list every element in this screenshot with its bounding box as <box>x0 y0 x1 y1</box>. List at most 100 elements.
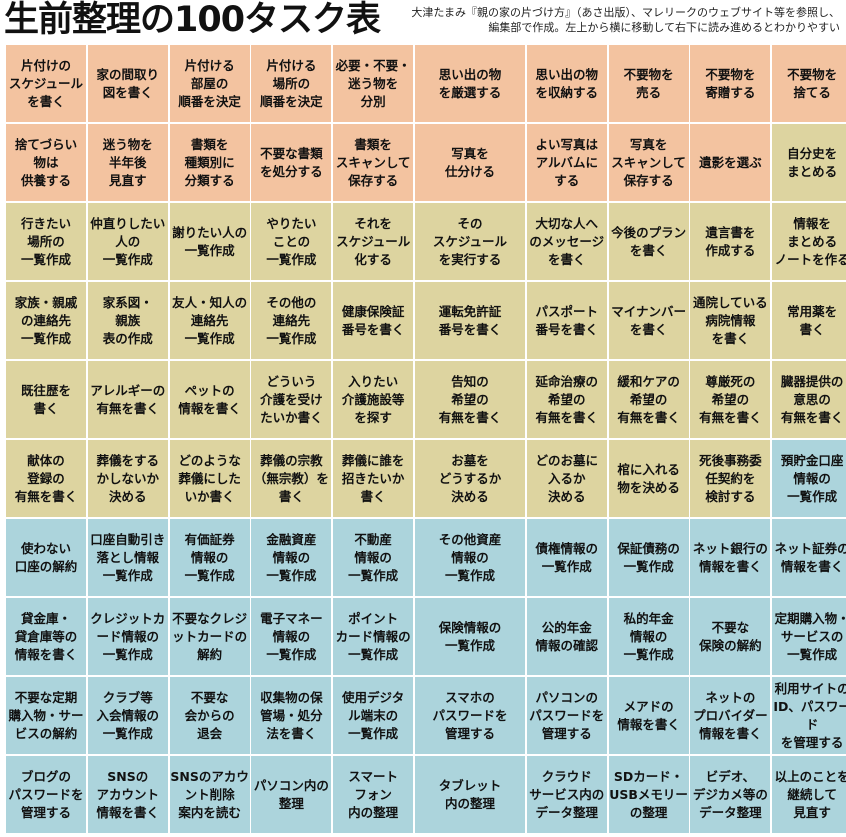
task-cell: その他資産 情報の 一覧作成 <box>414 518 525 597</box>
source-note-line-2: 編集部で作成。左上から横に移動して右下に読み進めるとわかりやすい <box>488 21 840 34</box>
task-cell: 不要な書類 を処分する <box>251 123 332 202</box>
task-cell: その他の 連絡先 一覧作成 <box>251 281 332 360</box>
task-cell: ネット銀行の 情報を書く <box>690 518 771 597</box>
task-cell: 思い出の物 を厳選する <box>414 44 525 123</box>
task-cell: 保険情報の 一覧作成 <box>414 597 525 676</box>
task-cell: 保証債務の 一覧作成 <box>608 518 689 597</box>
task-cell: 片付ける 場所の 順番を決定 <box>251 44 332 123</box>
task-cell: 葬儀をする かしないか 決める <box>87 439 168 518</box>
task-cell: 必要・不要・ 迷う物を 分別 <box>333 44 414 123</box>
task-cell: 臓器提供の 意思の 有無を書く <box>772 360 846 439</box>
task-cell: 公的年金 情報の確認 <box>526 597 607 676</box>
task-cell: 遺影を選ぶ <box>690 123 771 202</box>
source-note-line-1: 大津たまみ『親の家の片づけ方』（あさ出版）、マレリークのウェブサイト等を参照し、 <box>411 6 840 19</box>
task-cell: 尊厳死の 希望の 有無を書く <box>690 360 771 439</box>
task-cell: 棺に入れる 物を決める <box>608 439 689 518</box>
task-cell: マイナンバー を書く <box>608 281 689 360</box>
task-cell: SNSの アカウント 情報を書く <box>87 755 168 834</box>
task-cell: タブレット 内の整理 <box>414 755 525 834</box>
task-cell: 定期購入物・ サービスの 一覧作成 <box>772 597 846 676</box>
task-cell: 緩和ケアの 希望の 有無を書く <box>608 360 689 439</box>
task-cell: 告知の 希望の 有無を書く <box>414 360 525 439</box>
task-cell: 写真を 仕分ける <box>414 123 525 202</box>
task-cell: 延命治療の 希望の 有無を書く <box>526 360 607 439</box>
source-note: 大津たまみ『親の家の片づけ方』（あさ出版）、マレリークのウェブサイト等を参照し、… <box>411 5 840 35</box>
task-cell: 不要物を 売る <box>608 44 689 123</box>
task-cell: 大切な人へ のメッセージ を書く <box>526 202 607 281</box>
task-cell: 預貯金口座 情報の 一覧作成 <box>772 439 846 518</box>
task-cell: 写真を スキャンして 保存する <box>608 123 689 202</box>
task-cell: 書類を 種類別に 分類する <box>169 123 250 202</box>
task-cell: ビデオ、 デジカメ等の データ整理 <box>690 755 771 834</box>
task-cell: 片付けの スケジュール を書く <box>6 44 86 123</box>
task-cell: 有価証券 情報の 一覧作成 <box>169 518 250 597</box>
task-cell: お墓を どうするか 決める <box>414 439 525 518</box>
task-cell: よい写真は アルバムに する <box>526 123 607 202</box>
task-cell: 葬儀に誰を 招きたいか 書く <box>333 439 414 518</box>
task-cell: クレジットカ ード情報の 一覧作成 <box>87 597 168 676</box>
task-cell: それを スケジュール 化する <box>333 202 414 281</box>
task-cell: 家族・親戚 の連絡先 一覧作成 <box>6 281 86 360</box>
task-cell: スマホの パスワードを 管理する <box>414 676 525 755</box>
task-cell: クラブ等 入会情報の 一覧作成 <box>87 676 168 755</box>
task-cell: 行きたい 場所の 一覧作成 <box>6 202 86 281</box>
task-cell: 以上のことを 継続して 見直す <box>772 755 846 834</box>
task-cell: 不要なクレジ ットカードの 解約 <box>169 597 250 676</box>
task-cell: どのような 葬儀にした いか書く <box>169 439 250 518</box>
task-cell: 既往歴を 書く <box>6 360 86 439</box>
task-cell: 健康保険証 番号を書く <box>333 281 414 360</box>
task-cell: 金融資産 情報の 一覧作成 <box>251 518 332 597</box>
task-cell: アレルギーの 有無を書く <box>87 360 168 439</box>
task-cell: 使用デジタ ル端末の 一覧作成 <box>333 676 414 755</box>
task-cell: 家の間取り 図を書く <box>87 44 168 123</box>
task-cell: 貸金庫・ 貸倉庫等の 情報を書く <box>6 597 86 676</box>
task-cell: 不要な 会からの 退会 <box>169 676 250 755</box>
task-cell: 私的年金 情報の 一覧作成 <box>608 597 689 676</box>
task-cell: 利用サイトの ID、パスワード を管理する <box>772 676 846 755</box>
task-cell: 収集物の保 管場・処分 法を書く <box>251 676 332 755</box>
task-cell: 債権情報の 一覧作成 <box>526 518 607 597</box>
task-cell: 口座自動引き 落とし情報 一覧作成 <box>87 518 168 597</box>
task-cell: やりたい ことの 一覧作成 <box>251 202 332 281</box>
task-cell: スマート フォン 内の整理 <box>333 755 414 834</box>
task-cell: SNSのアカウ ント削除 案内を読む <box>169 755 250 834</box>
task-cell: 思い出の物 を収納する <box>526 44 607 123</box>
task-cell: 献体の 登録の 有無を書く <box>6 439 86 518</box>
task-cell: 不要な 保険の解約 <box>690 597 771 676</box>
task-cell: 不要物を 捨てる <box>772 44 846 123</box>
task-cell: その スケジュール を実行する <box>414 202 525 281</box>
task-cell: 片付ける 部屋の 順番を決定 <box>169 44 250 123</box>
task-cell: 不要物を 寄贈する <box>690 44 771 123</box>
task-cell: 仲直りしたい 人の 一覧作成 <box>87 202 168 281</box>
task-cell: パスポート 番号を書く <box>526 281 607 360</box>
task-cell: 書類を スキャンして 保存する <box>333 123 414 202</box>
task-cell: SDカード・ USBメモリー の整理 <box>608 755 689 834</box>
task-cell: 情報を まとめる ノートを作る <box>772 202 846 281</box>
task-cell: 不要な定期 購入物・サー ビスの解約 <box>6 676 86 755</box>
task-cell: パソコン内の 整理 <box>251 755 332 834</box>
task-cell: 謝りたい人の 一覧作成 <box>169 202 250 281</box>
task-cell: 友人・知人の 連絡先 一覧作成 <box>169 281 250 360</box>
task-cell: 葬儀の宗教 （無宗教）を 書く <box>251 439 332 518</box>
task-cell: パソコンの パスワードを 管理する <box>526 676 607 755</box>
task-cell: ペットの 情報を書く <box>169 360 250 439</box>
task-cell: 不動産 情報の 一覧作成 <box>333 518 414 597</box>
task-cell: 迷う物を 半年後 見直す <box>87 123 168 202</box>
task-cell: 自分史を まとめる <box>772 123 846 202</box>
task-cell: クラウド サービス内の データ整理 <box>526 755 607 834</box>
task-cell: 入りたい 介護施設等 を探す <box>333 360 414 439</box>
task-cell: 使わない 口座の解約 <box>6 518 86 597</box>
task-cell: 死後事務委 任契約を 検討する <box>690 439 771 518</box>
task-cell: 家系図・ 親族 表の作成 <box>87 281 168 360</box>
task-cell: 運転免許証 番号を書く <box>414 281 525 360</box>
task-cell: 遺言書を 作成する <box>690 202 771 281</box>
task-cell: 常用薬を 書く <box>772 281 846 360</box>
task-cell: 通院している 病院情報 を書く <box>690 281 771 360</box>
task-cell: メアドの 情報を書く <box>608 676 689 755</box>
task-cell: どういう 介護を受け たいか書く <box>251 360 332 439</box>
task-cell: 捨てづらい 物は 供養する <box>6 123 86 202</box>
task-cell: ポイント カード情報の 一覧作成 <box>333 597 414 676</box>
task-cell: 今後のプラン を書く <box>608 202 689 281</box>
task-cell: 電子マネー 情報の 一覧作成 <box>251 597 332 676</box>
